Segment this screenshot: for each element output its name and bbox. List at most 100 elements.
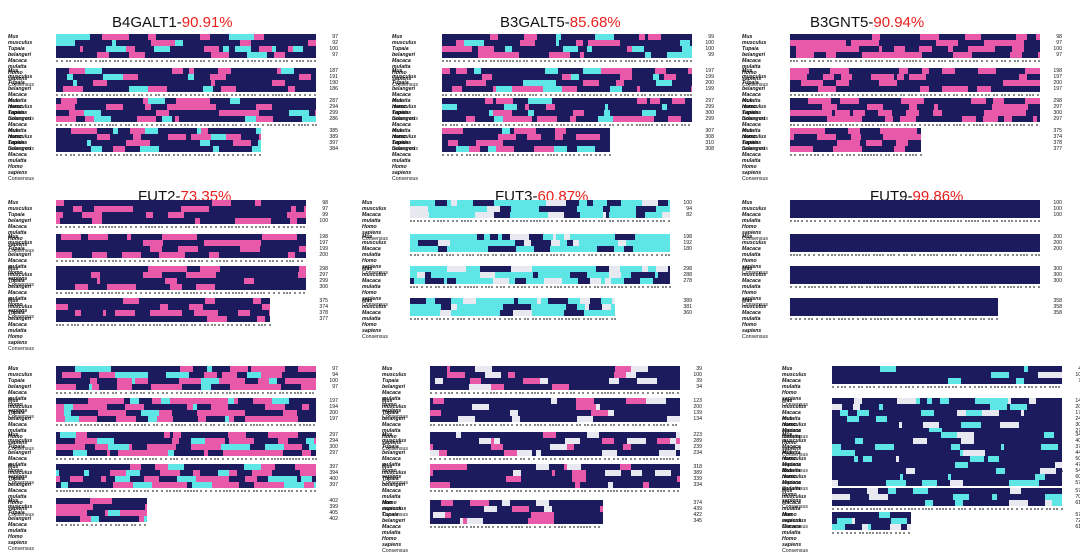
identity-percent: 85.68% — [569, 14, 621, 31]
residue-segment — [898, 272, 902, 278]
residue-segment — [865, 212, 874, 218]
consensus-residue — [813, 124, 815, 126]
residue-segment — [75, 104, 88, 110]
residue-segment — [245, 116, 256, 122]
residue-segment — [640, 278, 653, 284]
residue-segment — [614, 372, 626, 378]
residue-segment — [269, 252, 288, 258]
residue-segment — [603, 206, 610, 212]
residue-segment — [521, 438, 528, 444]
residue-segment — [84, 200, 90, 206]
residue-segment — [159, 438, 172, 444]
position-number: 197 — [329, 398, 338, 404]
residue-segment — [111, 410, 126, 416]
consensus-residue — [649, 60, 651, 62]
residue-segment — [552, 384, 569, 390]
sequence-row — [410, 246, 670, 252]
consensus-residue — [822, 254, 824, 256]
residue-segment — [102, 146, 113, 152]
consensus-residue — [533, 220, 535, 222]
consensus-residue — [442, 154, 444, 156]
residue-segment — [264, 438, 268, 444]
consensus-residue — [872, 124, 874, 126]
residue-segment — [213, 146, 219, 152]
residue-segment — [219, 378, 231, 384]
residue-segment — [495, 366, 511, 372]
consensus-residue — [466, 424, 468, 426]
residue-segment — [664, 246, 670, 252]
residue-segment — [578, 46, 587, 52]
residue-segment — [118, 450, 129, 456]
residue-segment — [1022, 52, 1038, 58]
residue-segment — [176, 444, 191, 450]
residue-segment — [534, 246, 550, 252]
residue-segment — [888, 278, 899, 284]
residue-segment — [312, 476, 316, 482]
consensus-residue — [76, 94, 78, 96]
residue-segment — [464, 366, 475, 372]
residue-segment — [177, 278, 184, 284]
residue-segment — [576, 404, 596, 410]
consensus-residue — [140, 392, 142, 394]
residue-segment — [75, 310, 81, 316]
position-number: 200 — [705, 80, 714, 86]
consensus-residue — [900, 318, 902, 320]
residue-segment — [546, 74, 562, 80]
residue-segment — [472, 404, 489, 410]
consensus-residue — [594, 286, 596, 288]
position-numbers: 397 394 400 397 — [320, 464, 338, 488]
residue-segment — [80, 140, 87, 146]
residue-segment — [607, 200, 621, 206]
consensus-residue — [230, 424, 232, 426]
residue-segment — [113, 200, 122, 206]
consensus-residue — [312, 124, 314, 126]
residue-segment — [806, 140, 824, 146]
residue-segment — [1036, 272, 1040, 278]
consensus-residue — [609, 124, 611, 126]
consensus-residue — [286, 94, 288, 96]
residue-segment — [567, 240, 573, 246]
residue-segment — [515, 240, 524, 246]
consensus-residue — [834, 286, 836, 288]
residue-segment — [73, 74, 88, 80]
residue-segment — [479, 128, 497, 134]
residue-segment — [229, 470, 237, 476]
consensus-residue — [435, 392, 437, 394]
consensus-residue — [468, 94, 470, 96]
consensus-residue — [179, 260, 181, 262]
residue-segment — [899, 68, 908, 74]
residue-segment — [72, 252, 92, 258]
residue-segment — [983, 304, 989, 310]
residue-segment — [75, 298, 92, 304]
consensus-residue — [184, 424, 186, 426]
consensus-residue — [196, 60, 198, 62]
residue-segment — [56, 404, 64, 410]
residue-segment — [124, 284, 136, 290]
residue-segment — [534, 146, 554, 152]
residue-segment — [561, 410, 579, 416]
position-number: 97 — [332, 366, 338, 372]
residue-segment — [251, 366, 259, 372]
sequence-row — [56, 80, 316, 86]
consensus-residue — [287, 424, 289, 426]
residue-segment — [308, 104, 316, 110]
consensus-residue — [261, 260, 263, 262]
sequence-row — [442, 110, 692, 116]
residue-segment — [661, 444, 666, 450]
consensus-residue — [166, 392, 168, 394]
consensus-residue — [105, 60, 107, 62]
residue-segment — [130, 464, 141, 470]
residue-segment — [888, 304, 891, 310]
residue-segment — [247, 52, 267, 58]
consensus-residue — [965, 220, 967, 222]
consensus-residue — [56, 424, 58, 426]
residue-segment — [256, 116, 273, 122]
residue-segment — [98, 140, 113, 146]
residue-segment — [146, 438, 159, 444]
consensus-residue — [114, 154, 116, 156]
consensus-residue — [194, 458, 196, 460]
residue-segment — [809, 68, 818, 74]
residue-segment — [671, 404, 680, 410]
species-labels: Mus musculus Tupaia belangeri Macaca mulat… — [392, 34, 418, 88]
residue-segment — [809, 200, 812, 206]
